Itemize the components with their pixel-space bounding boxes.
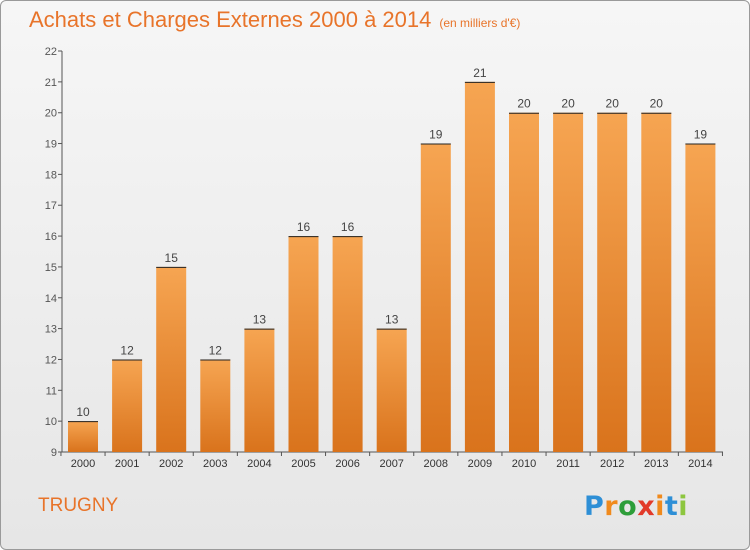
x-tick-label: 2008 bbox=[424, 458, 448, 470]
data-label: 20 bbox=[650, 97, 664, 111]
x-tick-label: 2011 bbox=[556, 458, 580, 470]
x-tick-label: 2007 bbox=[379, 458, 403, 470]
y-tick-label: 10 bbox=[45, 416, 57, 428]
bar bbox=[376, 328, 407, 452]
bar bbox=[420, 143, 451, 453]
city-name: TRUGNY bbox=[38, 495, 119, 516]
data-label: 20 bbox=[606, 97, 620, 111]
y-tick-label: 19 bbox=[45, 139, 57, 151]
data-label: 19 bbox=[694, 128, 708, 142]
data-label: 16 bbox=[297, 220, 311, 234]
y-tick-label: 13 bbox=[45, 324, 57, 336]
x-tick-label: 2001 bbox=[115, 458, 139, 470]
data-label: 16 bbox=[341, 220, 355, 234]
x-tick-label: 2013 bbox=[644, 458, 668, 470]
data-label: 13 bbox=[253, 313, 267, 327]
logo-letter: o bbox=[618, 491, 638, 522]
bar bbox=[68, 421, 98, 452]
data-label: 20 bbox=[517, 97, 531, 111]
x-tick-label: 2005 bbox=[291, 458, 315, 470]
y-tick-label: 22 bbox=[45, 46, 57, 58]
x-tick-label: 2002 bbox=[159, 458, 183, 470]
chart-subtitle: (en milliers d'€) bbox=[439, 16, 521, 30]
bar bbox=[464, 81, 495, 452]
y-tick-label: 12 bbox=[45, 354, 57, 366]
y-tick-label: 20 bbox=[45, 108, 57, 120]
chart-title-text: Achats et Charges Externes 2000 à 2014 bbox=[29, 7, 432, 32]
bar bbox=[641, 112, 672, 452]
proxiti-logo: Proxiti bbox=[584, 491, 688, 522]
logo-letter: r bbox=[604, 491, 619, 522]
y-tick-label: 9 bbox=[51, 447, 57, 459]
x-tick-label: 2006 bbox=[335, 458, 359, 470]
logo-letter: i bbox=[678, 491, 689, 522]
bar bbox=[200, 359, 231, 452]
data-label: 10 bbox=[76, 405, 90, 419]
bar bbox=[156, 266, 187, 452]
y-tick-label: 17 bbox=[45, 200, 57, 212]
x-tick-label: 2000 bbox=[71, 458, 95, 470]
data-labels: 10 12 15 12 13 16 16 13 19 21 20 20 20 20 19 bbox=[76, 66, 707, 419]
bar bbox=[553, 112, 584, 452]
bar bbox=[597, 112, 628, 452]
bar bbox=[332, 236, 363, 452]
data-label: 20 bbox=[561, 97, 575, 111]
bar bbox=[685, 143, 716, 453]
x-tick-label: 2003 bbox=[203, 458, 227, 470]
x-ticks: 2000 2001 2002 2003 2004 2005 2006 2007 2008 2009… bbox=[60, 452, 723, 470]
x-tick-label: 2010 bbox=[512, 458, 536, 470]
y-tick-label: 14 bbox=[45, 293, 57, 305]
chart-title: Achats et Charges Externes 2000 à 2014 (e… bbox=[29, 7, 520, 33]
y-tick-label: 11 bbox=[46, 385, 57, 397]
bars bbox=[68, 81, 716, 453]
x-tick-label: 2012 bbox=[600, 458, 624, 470]
logo-letter: t bbox=[664, 491, 679, 522]
bar bbox=[509, 112, 539, 452]
logo-letter: i bbox=[655, 491, 665, 522]
logo-letter: P bbox=[584, 491, 605, 522]
data-label: 15 bbox=[165, 251, 179, 265]
y-tick-label: 21 bbox=[45, 77, 57, 89]
data-label: 19 bbox=[429, 128, 443, 142]
y-tick-label: 18 bbox=[45, 169, 57, 181]
data-label: 12 bbox=[209, 343, 223, 357]
y-ticks: 9 10 11 12 13 14 15 16 17 18 19 20 21 22 bbox=[45, 46, 62, 459]
bar bbox=[244, 328, 275, 452]
x-tick-label: 2014 bbox=[688, 458, 712, 470]
y-tick-label: 16 bbox=[45, 231, 57, 243]
x-tick-label: 2004 bbox=[247, 458, 271, 470]
bar bbox=[288, 236, 319, 452]
data-label: 12 bbox=[120, 343, 134, 357]
y-tick-label: 15 bbox=[45, 262, 57, 274]
bar bbox=[112, 359, 143, 452]
data-label: 13 bbox=[385, 313, 399, 327]
data-label: 21 bbox=[473, 66, 487, 80]
logo-letter: x bbox=[637, 491, 656, 522]
x-tick-label: 2009 bbox=[468, 458, 492, 470]
